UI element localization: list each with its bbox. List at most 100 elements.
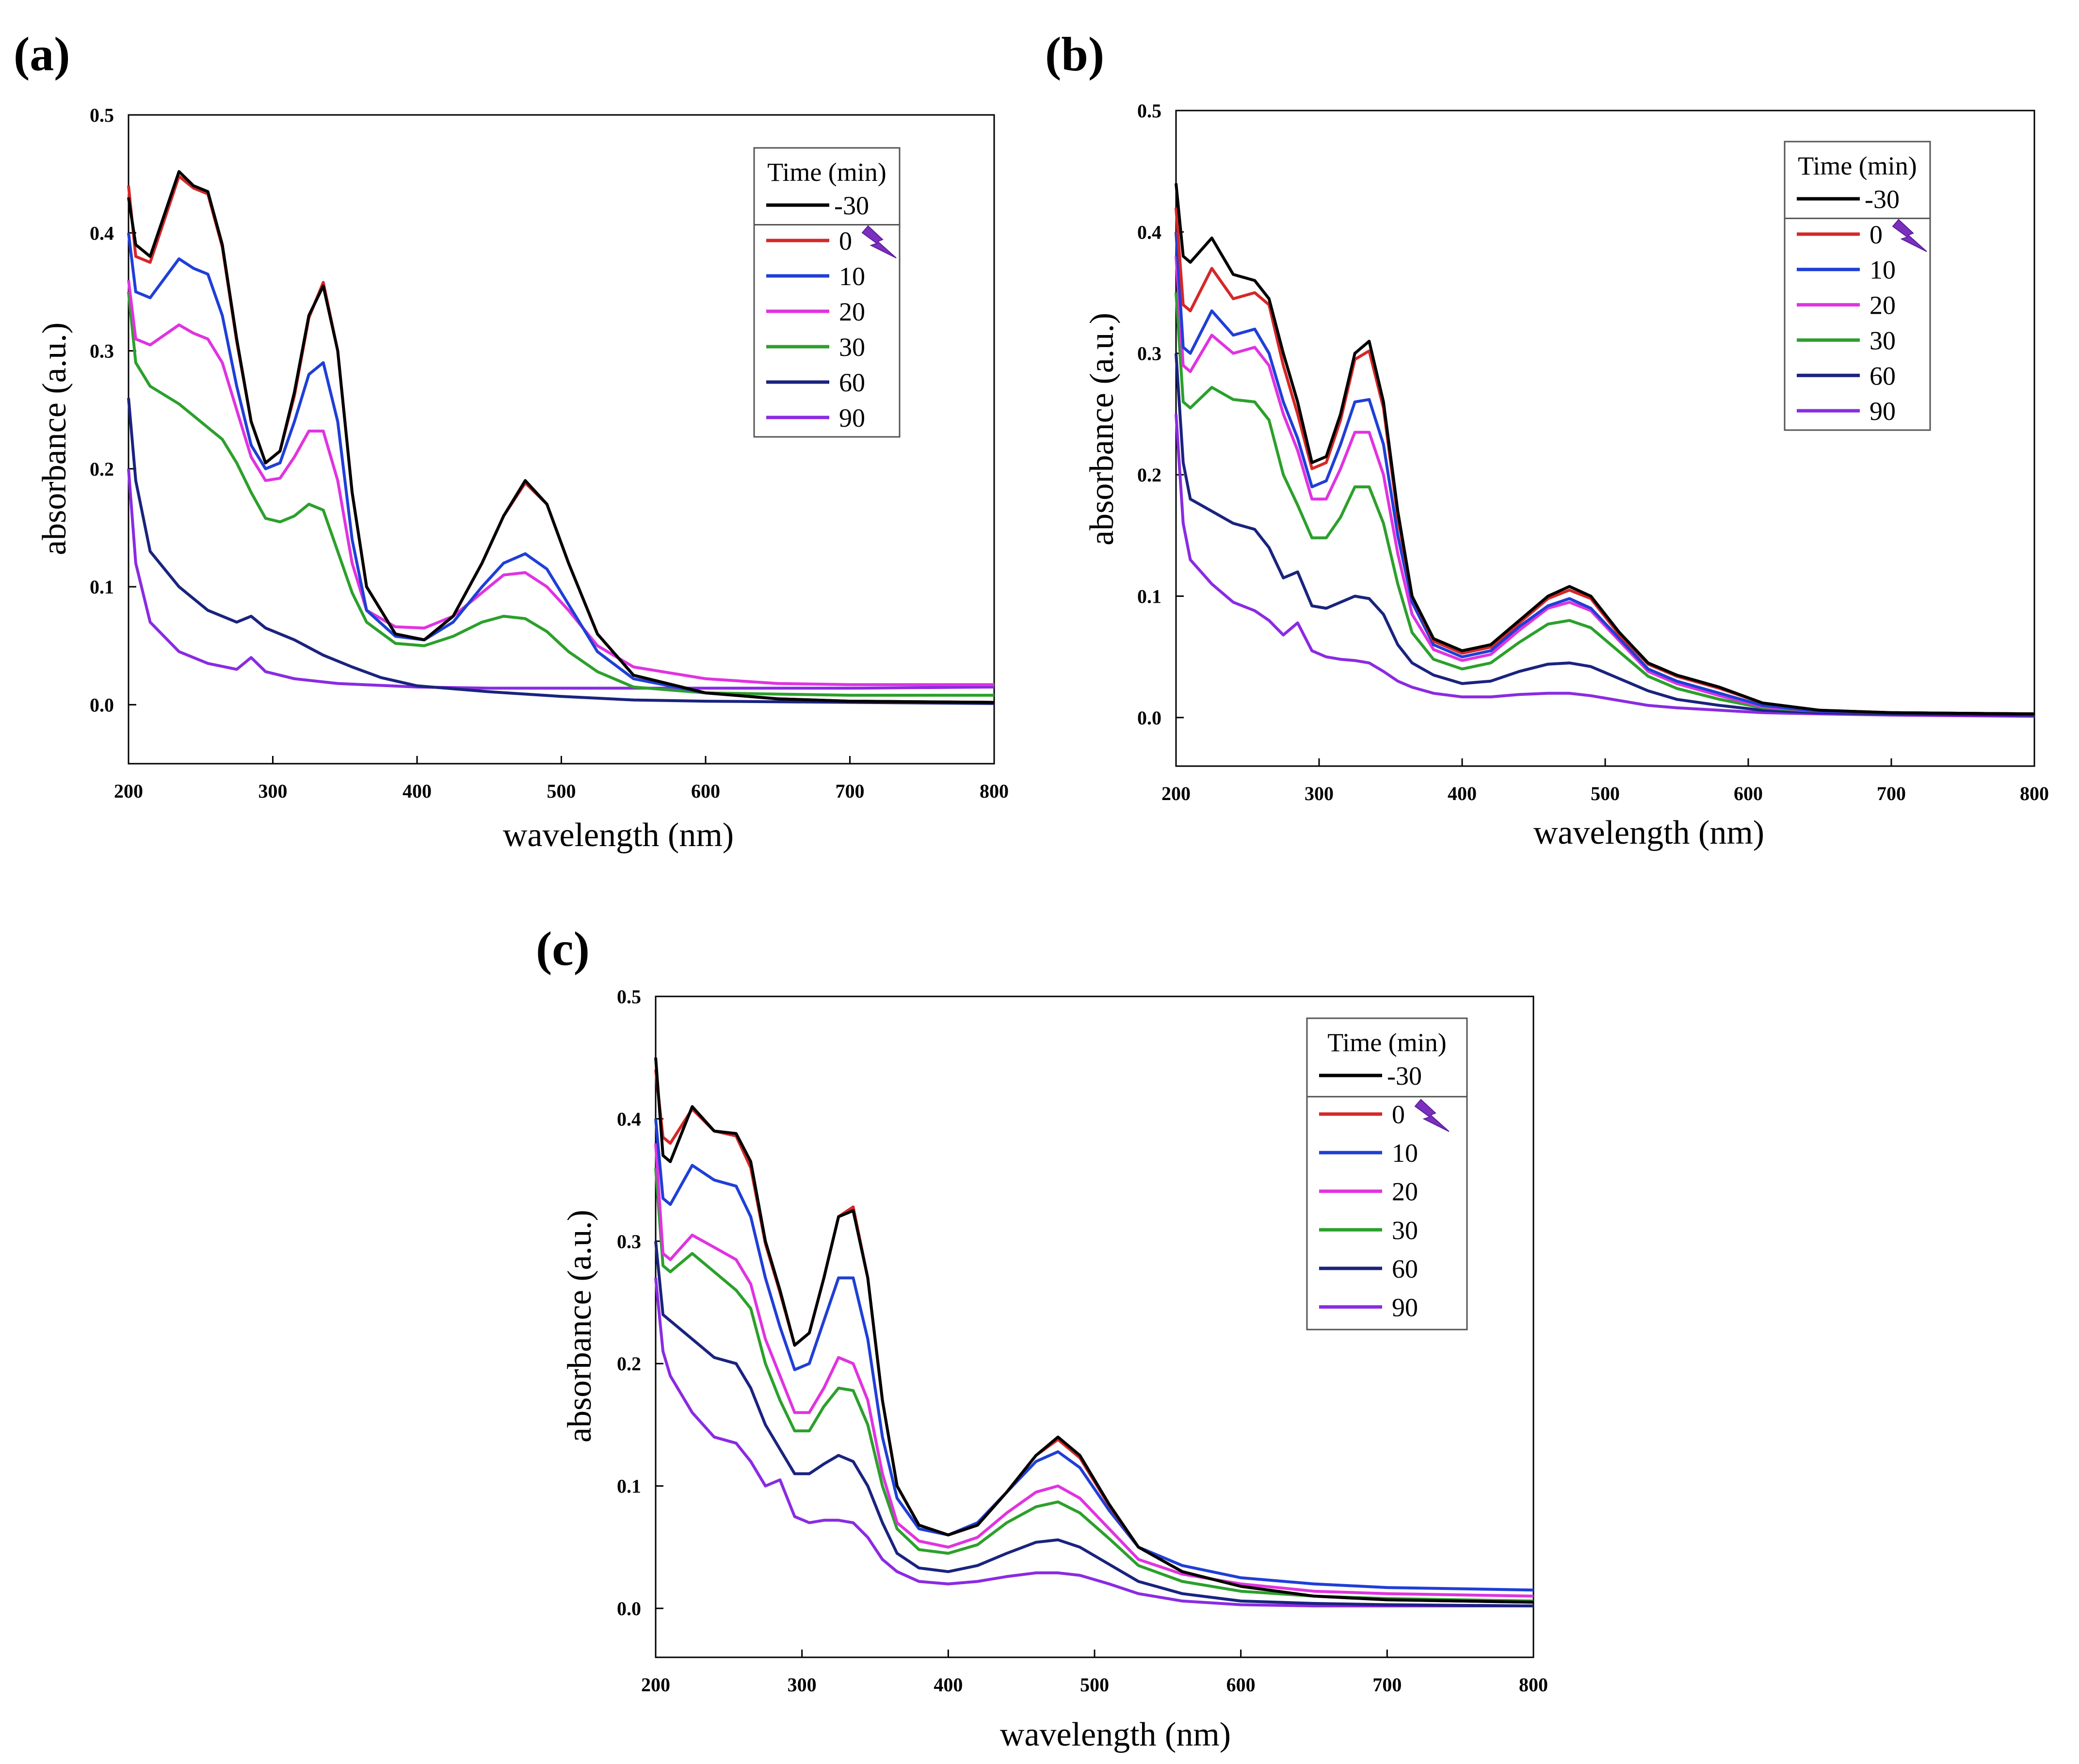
x-tick-label: 600 — [1226, 1674, 1256, 1696]
legend-entry-30: 30 — [839, 333, 865, 362]
legend-title: Time (min) — [1798, 151, 1917, 180]
y-tick-label: 0.4 — [90, 222, 114, 244]
y-tick-label: 0.5 — [1137, 100, 1161, 122]
legend-entry-10: 10 — [1869, 256, 1896, 285]
x-tick-label: 800 — [980, 780, 1009, 802]
x-tick-label: 700 — [1372, 1674, 1402, 1696]
legend: Time (min) -30 0 10 20 30 60 90 — [753, 147, 901, 438]
y-tick-label: 0.3 — [617, 1231, 641, 1252]
y-tick-label: 0.1 — [90, 576, 114, 598]
y-tick-label: 0.0 — [1137, 707, 1161, 729]
x-tick-label: 700 — [836, 780, 865, 802]
series-line-60 — [654, 1241, 1534, 1607]
x-axis-title: wavelength (nm) — [1533, 814, 1764, 851]
series-line-90 — [1175, 414, 2035, 718]
series-line-20 — [654, 1143, 1534, 1598]
series-line-20 — [1175, 256, 2035, 716]
y-tick-label: 0.4 — [617, 1108, 641, 1130]
x-tick-label: 300 — [258, 780, 288, 802]
series-line-30 — [654, 1168, 1534, 1603]
x-tick-label: 600 — [691, 780, 720, 802]
y-tick-label: 0.0 — [617, 1598, 641, 1620]
y-tick-label: 0.3 — [90, 340, 114, 362]
panel-a: (a) wavelength (nm) absorbance (a.u.) 20… — [14, 27, 1009, 854]
x-tick-label: 500 — [1080, 1674, 1109, 1696]
legend-entry-90: 90 — [1869, 397, 1896, 426]
panel-label: (c) — [536, 922, 590, 976]
series-line-20 — [127, 280, 994, 686]
series-line-30 — [1175, 292, 2035, 716]
legend-entry-20: 20 — [839, 297, 865, 326]
legend-entry-90: 90 — [1392, 1293, 1418, 1322]
y-tick-label: 0.3 — [1137, 343, 1161, 365]
series-line-60 — [127, 398, 995, 705]
x-tick-label: 300 — [1305, 783, 1334, 804]
legend-box — [1784, 141, 1931, 431]
series-line-30 — [127, 291, 994, 697]
x-axis-title: wavelength (nm) — [1000, 1716, 1231, 1753]
y-tick-label: 0.5 — [617, 986, 641, 1008]
x-tick-label: 400 — [934, 1674, 963, 1696]
legend-box — [753, 147, 901, 438]
y-tick-label: 0.1 — [617, 1475, 641, 1497]
y-tick-label: 0.5 — [90, 104, 114, 126]
x-tick-label: 400 — [1448, 783, 1477, 804]
lightning-icon — [1892, 219, 1927, 252]
legend: Time (min) -30 0 10 20 30 60 90 — [1784, 141, 1931, 431]
legend-entry-60: 60 — [839, 368, 865, 397]
legend-entry-20: 20 — [1392, 1177, 1418, 1206]
x-tick-label: 400 — [403, 780, 432, 802]
legend-entry-0: 0 — [1869, 220, 1883, 249]
series-line-90 — [654, 1278, 1533, 1607]
x-axis-title: wavelength (nm) — [503, 817, 734, 854]
y-tick-label: 0.2 — [617, 1353, 641, 1375]
legend-entry--30: -30 — [1865, 185, 1900, 214]
x-tick-label: 200 — [1161, 783, 1191, 804]
x-tick-label: 300 — [788, 1674, 817, 1696]
x-tick-label: 800 — [2020, 783, 2049, 804]
x-tick-label: 500 — [1591, 783, 1620, 804]
legend-entry-0: 0 — [1392, 1100, 1405, 1129]
legend-title: Time (min) — [1327, 1028, 1447, 1057]
legend-entry-60: 60 — [1392, 1254, 1418, 1283]
legend-title: Time (min) — [767, 158, 886, 187]
y-axis-title: absorbance (a.u.) — [1083, 313, 1121, 545]
legend-entry--30: -30 — [834, 191, 869, 220]
lightning-icon — [861, 225, 897, 258]
x-tick-label: 600 — [1734, 783, 1763, 804]
panel-label: (b) — [1045, 27, 1104, 81]
x-tick-label: 800 — [1519, 1674, 1548, 1696]
x-tick-label: 200 — [641, 1674, 670, 1696]
lightning-icon — [1414, 1099, 1450, 1132]
y-tick-label: 0.4 — [1137, 221, 1161, 243]
y-tick-label: 0.2 — [90, 458, 114, 480]
series-line-10 — [1175, 232, 2035, 716]
legend-entry-20: 20 — [1869, 291, 1896, 320]
legend-entry-0: 0 — [839, 226, 852, 256]
legend-entry-90: 90 — [839, 403, 865, 433]
legend: Time (min) -30 0 10 20 30 60 90 — [1306, 1017, 1468, 1331]
x-tick-label: 700 — [1877, 783, 1906, 804]
panel-b: (b) wavelength (nm) absorbance (a.u.) 20… — [1045, 27, 2049, 851]
panel-label: (a) — [14, 27, 70, 81]
y-axis-title: absorbance (a.u.) — [36, 322, 73, 555]
x-tick-label: 200 — [114, 780, 143, 802]
x-tick-label: 500 — [547, 780, 576, 802]
legend-entry-30: 30 — [1869, 326, 1896, 355]
y-tick-label: 0.2 — [1137, 464, 1161, 486]
legend-entry-10: 10 — [1392, 1139, 1418, 1168]
series-line--30 — [127, 170, 995, 704]
y-tick-label: 0.0 — [90, 694, 114, 716]
legend-entry-10: 10 — [839, 262, 865, 291]
series-line-10 — [127, 232, 995, 704]
legend-entry-60: 60 — [1869, 361, 1896, 390]
series-line-60 — [1175, 353, 2035, 717]
y-axis-title: absorbance (a.u.) — [561, 1210, 598, 1443]
legend-entry--30: -30 — [1387, 1061, 1422, 1090]
panel-c: (c) wavelength (nm) absorbance (a.u.) 20… — [536, 922, 1548, 1753]
y-tick-label: 0.1 — [1137, 585, 1161, 607]
